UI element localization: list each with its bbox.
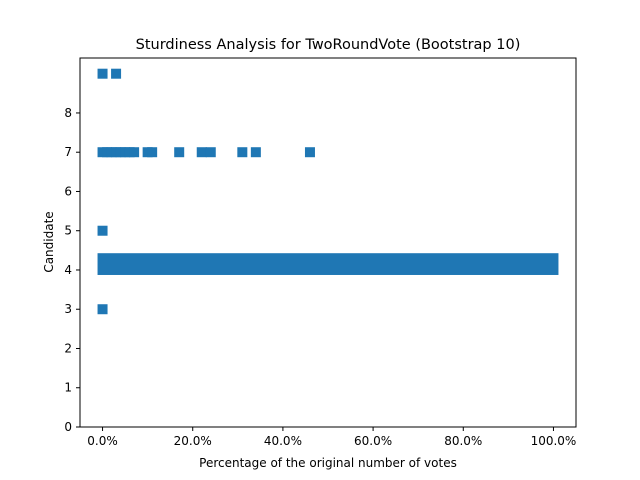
data-point xyxy=(304,147,315,158)
chart-title: Sturdiness Analysis for TwoRoundVote (Bo… xyxy=(136,37,521,53)
x-tick-label: 80.0% xyxy=(444,434,482,448)
data-point xyxy=(237,147,248,158)
data-point xyxy=(111,68,122,79)
data-point xyxy=(205,147,216,158)
x-axis-label: Percentage of the original number of vot… xyxy=(199,456,457,470)
data-point xyxy=(97,68,108,79)
data-point xyxy=(129,147,140,158)
y-axis: 0 1 2 3 4 5 6 7 8 xyxy=(64,106,80,434)
x-axis: 0.0% 20.0% 40.0% 60.0% 80.0% 100.0% xyxy=(87,427,576,448)
y-tick-label: 7 xyxy=(64,145,72,159)
y-tick-label: 8 xyxy=(64,106,72,120)
y-tick-label: 1 xyxy=(64,381,72,395)
data-point xyxy=(250,147,261,158)
y-tick-label: 3 xyxy=(64,302,72,316)
y-tick-label: 4 xyxy=(64,263,72,277)
data-point xyxy=(147,147,158,158)
x-tick-label: 60.0% xyxy=(354,434,392,448)
data-point xyxy=(97,225,108,236)
x-tick-label: 0.0% xyxy=(87,434,118,448)
y-tick-label: 6 xyxy=(64,184,72,198)
data-point xyxy=(174,147,185,158)
data-point-band xyxy=(97,253,559,275)
x-tick-label: 20.0% xyxy=(174,434,212,448)
x-tick-label: 100.0% xyxy=(531,434,577,448)
plot-area xyxy=(97,68,559,315)
data-point xyxy=(97,304,108,315)
y-axis-label: Candidate xyxy=(42,211,56,272)
plot-frame xyxy=(79,57,577,428)
y-tick-label: 2 xyxy=(64,341,72,355)
x-tick-label: 40.0% xyxy=(264,434,302,448)
y-tick-label: 0 xyxy=(64,420,72,434)
data-point xyxy=(196,147,207,158)
y-tick-label: 5 xyxy=(64,224,72,238)
